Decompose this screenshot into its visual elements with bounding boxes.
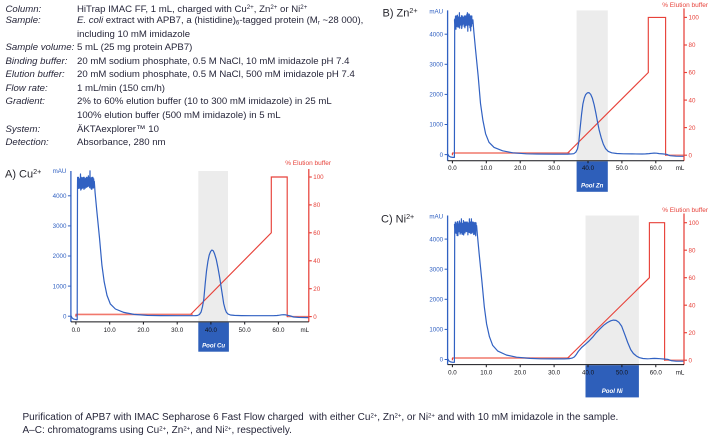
svg-text:60.0: 60.0 [650,165,663,172]
svg-text:Pool Cu: Pool Cu [202,343,225,350]
svg-text:80: 80 [689,247,696,254]
svg-text:40: 40 [313,258,320,265]
svg-text:3000: 3000 [429,266,443,273]
svg-text:3000: 3000 [429,62,443,69]
svg-text:0.0: 0.0 [448,165,457,172]
svg-text:0: 0 [689,152,693,159]
svg-text:80: 80 [313,202,320,209]
svg-text:0: 0 [440,357,444,364]
svg-text:80: 80 [689,42,696,49]
svg-text:2000: 2000 [429,297,443,304]
svg-text:60.0: 60.0 [650,369,663,376]
svg-text:30.0: 30.0 [548,369,561,376]
svg-text:3000: 3000 [53,223,67,230]
svg-text:% Elution buffer: % Elution buffer [662,2,709,9]
svg-text:20.0: 20.0 [514,165,527,172]
svg-text:mL: mL [676,165,685,172]
svg-text:% Elution buffer: % Elution buffer [662,207,709,214]
svg-text:0: 0 [689,357,693,364]
svg-text:40.0: 40.0 [582,369,595,376]
svg-text:mL: mL [676,369,685,376]
svg-text:10.0: 10.0 [480,369,493,376]
svg-text:4000: 4000 [53,193,67,200]
svg-text:60.0: 60.0 [272,327,285,334]
svg-text:40: 40 [689,97,696,104]
svg-text:mAU: mAU [429,9,443,16]
svg-text:4000: 4000 [429,236,443,243]
svg-text:60: 60 [689,275,696,282]
svg-text:4000: 4000 [429,31,443,38]
svg-text:40.0: 40.0 [205,327,218,334]
svg-text:1000: 1000 [429,122,443,129]
svg-text:20: 20 [313,286,320,293]
svg-text:0: 0 [440,152,444,159]
svg-text:mAU: mAU [429,214,443,221]
svg-text:50.0: 50.0 [616,369,629,376]
svg-text:0: 0 [313,314,317,321]
svg-text:40: 40 [689,302,696,309]
svg-text:0.0: 0.0 [72,327,81,334]
svg-text:30.0: 30.0 [171,327,184,334]
svg-text:60: 60 [689,70,696,77]
svg-text:1000: 1000 [53,283,67,290]
svg-text:50.0: 50.0 [616,165,629,172]
svg-text:40.0: 40.0 [582,165,595,172]
svg-text:100: 100 [313,174,324,181]
svg-text:10.0: 10.0 [104,327,117,334]
svg-text:20: 20 [689,125,696,132]
svg-text:mAU: mAU [53,168,67,175]
svg-text:20.0: 20.0 [514,369,527,376]
svg-text:2000: 2000 [53,253,67,260]
svg-text:0: 0 [63,313,67,320]
svg-text:100: 100 [689,220,700,227]
svg-text:Pool Zn: Pool Zn [581,183,604,190]
svg-text:% Elution buffer: % Elution buffer [285,160,332,167]
svg-text:20: 20 [689,330,696,337]
svg-text:50.0: 50.0 [239,327,252,334]
svg-text:Pool Ni: Pool Ni [602,388,623,395]
svg-text:2000: 2000 [429,92,443,99]
svg-text:100: 100 [689,15,700,22]
svg-text:1000: 1000 [429,327,443,334]
svg-text:0.0: 0.0 [448,369,457,376]
svg-text:10.0: 10.0 [480,165,493,172]
svg-text:20.0: 20.0 [137,327,150,334]
svg-text:30.0: 30.0 [548,165,561,172]
svg-text:60: 60 [313,230,320,237]
svg-text:mL: mL [300,327,309,334]
